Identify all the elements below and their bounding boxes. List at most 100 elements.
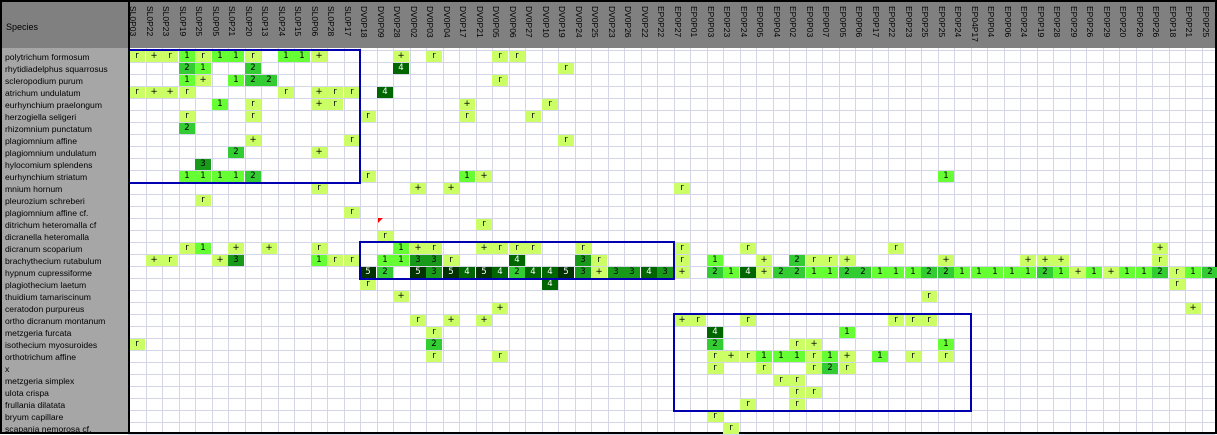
abundance-cell[interactable]: 1 <box>278 51 294 62</box>
abundance-cell[interactable]: + <box>311 99 327 110</box>
abundance-cell[interactable]: + <box>410 243 426 254</box>
column-header[interactable]: EP0P07 <box>821 4 838 48</box>
abundance-cell[interactable]: r <box>740 243 756 254</box>
species-row-label[interactable]: eurhynchium striatum <box>5 172 88 182</box>
column-header[interactable]: EP0P06 <box>854 4 871 48</box>
abundance-cell[interactable]: 1 <box>228 75 244 86</box>
abundance-cell[interactable]: r <box>492 75 508 86</box>
abundance-cell[interactable]: r <box>492 351 508 362</box>
abundance-cell[interactable]: r <box>839 363 855 374</box>
abundance-cell[interactable]: r <box>426 327 442 338</box>
column-header[interactable]: EP0P05 <box>755 4 772 48</box>
column-header[interactable]: SL0P05 <box>211 4 228 48</box>
abundance-cell[interactable]: 3 <box>575 267 591 278</box>
abundance-cell[interactable]: r <box>1152 255 1168 266</box>
column-header[interactable]: SL0P03 <box>128 4 145 48</box>
abundance-cell[interactable]: r <box>245 51 261 62</box>
species-row-label[interactable]: hypnum cupressiforme <box>5 268 92 278</box>
abundance-cell[interactable]: r <box>360 279 376 290</box>
column-header[interactable]: EP0P27 <box>673 4 690 48</box>
abundance-cell[interactable]: 1 <box>393 255 409 266</box>
abundance-cell[interactable]: + <box>393 291 409 302</box>
abundance-cell[interactable]: + <box>311 51 327 62</box>
species-row-label[interactable]: rhytidiadelphus squarrosus <box>5 64 108 74</box>
abundance-cell[interactable]: 1 <box>938 339 954 350</box>
abundance-cell[interactable]: 4 <box>377 87 393 98</box>
abundance-cell[interactable]: r <box>674 255 690 266</box>
abundance-cell[interactable]: 2 <box>789 255 805 266</box>
abundance-cell[interactable]: 4 <box>492 267 508 278</box>
abundance-cell[interactable]: 1 <box>1086 267 1102 278</box>
abundance-cell[interactable]: 2 <box>261 75 277 86</box>
column-header[interactable]: SL0P28 <box>326 4 343 48</box>
abundance-cell[interactable]: r <box>525 111 541 122</box>
abundance-cell[interactable]: + <box>476 315 492 326</box>
abundance-cell[interactable]: r <box>311 183 327 194</box>
species-row-label[interactable]: dicranum scoparium <box>5 244 83 254</box>
species-row-label[interactable]: bryum capillare <box>5 412 64 422</box>
column-header[interactable]: SL0P19 <box>178 4 195 48</box>
abundance-cell[interactable]: + <box>146 51 162 62</box>
abundance-cell[interactable]: + <box>1053 255 1069 266</box>
abundance-cell[interactable]: 1 <box>707 255 723 266</box>
abundance-cell[interactable]: r <box>806 255 822 266</box>
abundance-cell[interactable]: r <box>558 135 574 146</box>
abundance-cell[interactable]: 5 <box>360 267 376 278</box>
column-header[interactable]: DV0P03 <box>425 4 442 48</box>
abundance-cell[interactable]: 1 <box>806 267 822 278</box>
abundance-cell[interactable]: r <box>195 195 211 206</box>
abundance-cell[interactable]: 1 <box>212 51 228 62</box>
column-header[interactable]: EP0P06 <box>1003 4 1020 48</box>
abundance-cell[interactable]: r <box>789 339 805 350</box>
abundance-cell[interactable]: 2 <box>921 267 937 278</box>
abundance-cell[interactable]: + <box>1103 267 1119 278</box>
abundance-cell[interactable]: 1 <box>1119 267 1135 278</box>
species-row-label[interactable]: isothecium myosuroides <box>5 340 98 350</box>
species-row-label[interactable]: plagiomnium affine <box>5 136 77 146</box>
species-row-label[interactable]: plagiomnium affine cf. <box>5 208 89 218</box>
abundance-cell[interactable]: r <box>195 51 211 62</box>
abundance-cell[interactable]: 1 <box>822 351 838 362</box>
abundance-cell[interactable]: r <box>822 255 838 266</box>
column-header[interactable]: EP0P24 <box>1019 4 1036 48</box>
species-row-label[interactable]: scapania nemorosa cf. <box>5 424 92 434</box>
abundance-cell[interactable]: r <box>806 363 822 374</box>
abundance-cell[interactable]: r <box>921 291 937 302</box>
abundance-cell[interactable]: r <box>327 99 343 110</box>
abundance-cell[interactable]: + <box>443 315 459 326</box>
abundance-cell[interactable]: r <box>327 87 343 98</box>
abundance-cell[interactable]: + <box>674 315 690 326</box>
abundance-cell[interactable]: r <box>377 231 393 242</box>
species-row-label[interactable]: plagiothecium laetum <box>5 280 87 290</box>
column-header[interactable]: DV0P22 <box>640 4 657 48</box>
abundance-cell[interactable]: + <box>476 243 492 254</box>
abundance-cell[interactable]: r <box>459 111 475 122</box>
abundance-cell[interactable]: r <box>674 183 690 194</box>
abundance-cell[interactable]: 1 <box>212 171 228 182</box>
column-header[interactable]: EP0P22 <box>887 4 904 48</box>
species-row-label[interactable]: rhizomnium punctatum <box>5 124 92 134</box>
abundance-cell[interactable]: + <box>443 183 459 194</box>
species-row-label[interactable]: pleurozium schreberi <box>5 196 85 206</box>
abundance-cell[interactable]: + <box>245 135 261 146</box>
abundance-cell[interactable]: 3 <box>426 255 442 266</box>
abundance-cell[interactable]: + <box>723 351 739 362</box>
column-header[interactable]: DV0P18 <box>359 4 376 48</box>
abundance-cell[interactable]: 1 <box>971 267 987 278</box>
column-header[interactable]: EP0P22 <box>656 4 673 48</box>
abundance-cell[interactable]: r <box>129 51 145 62</box>
abundance-cell[interactable]: 1 <box>228 171 244 182</box>
abundance-cell[interactable]: + <box>393 51 409 62</box>
abundance-cell[interactable]: 1 <box>954 267 970 278</box>
species-row-label[interactable]: orthotrichum affine <box>5 352 77 362</box>
abundance-cell[interactable]: + <box>410 183 426 194</box>
species-header-label[interactable]: Species <box>6 22 39 32</box>
species-row-label[interactable]: metzgeria furcata <box>5 328 72 338</box>
species-row-label[interactable]: dicranella heteromalla <box>5 232 90 242</box>
abundance-cell[interactable]: 1 <box>195 171 211 182</box>
abundance-cell[interactable]: + <box>591 267 607 278</box>
abundance-cell[interactable]: r <box>410 315 426 326</box>
abundance-cell[interactable]: + <box>938 255 954 266</box>
column-header[interactable]: EP0P02 <box>788 4 805 48</box>
abundance-cell[interactable]: 1 <box>872 267 888 278</box>
